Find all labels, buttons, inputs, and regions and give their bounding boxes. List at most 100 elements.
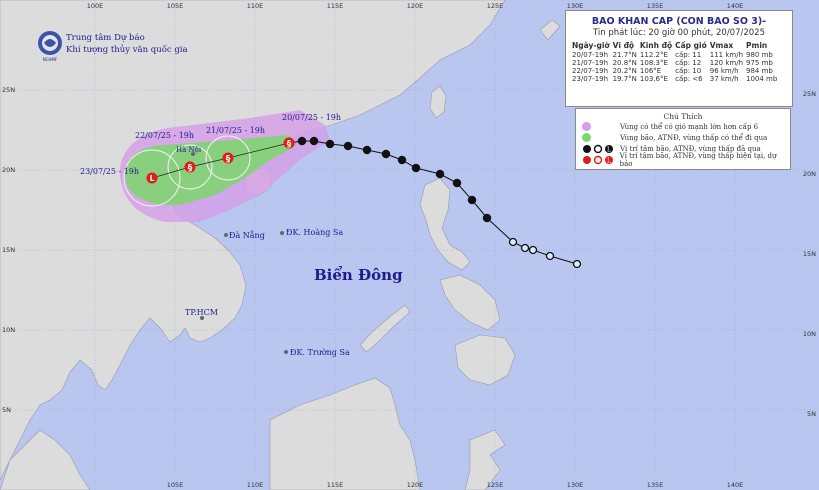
table-cell: 23/07-19h — [572, 75, 609, 83]
column-header: Ngày-giờ — [572, 41, 610, 50]
past-position-marker — [545, 251, 555, 261]
table-cell: 111 km/h — [709, 51, 744, 59]
past-symbols-icon: L — [583, 144, 613, 153]
past-position-marker — [343, 141, 353, 151]
axis-tick-label: 135E — [647, 481, 664, 489]
table-cell: 106°E — [639, 67, 662, 75]
hcm-marker — [200, 316, 204, 320]
logo-text: NCHMF — [43, 57, 58, 62]
table-cell: 20/07-19h — [572, 51, 609, 59]
forecast-label-2: 21/07/25 - 19h — [206, 126, 265, 135]
table-row: 21/07-19h 20.8°N 108.3°E cấp: 12 120 km/h 975… — [572, 59, 780, 67]
malay-peninsula — [0, 429, 91, 490]
taiwan-island — [429, 85, 447, 119]
sulawesi-island — [464, 429, 506, 490]
luzon-island — [419, 177, 471, 271]
table-cell: 21/07-19h — [572, 59, 609, 67]
table-cell: 96 km/h — [709, 67, 739, 75]
axis-tick-label: 125E — [487, 2, 504, 10]
sea-name-label: Biển Đông — [314, 266, 403, 284]
svg-text:L: L — [607, 146, 611, 153]
column-header: Vĩ độ — [612, 41, 635, 50]
forecast-low-icon: L — [146, 172, 158, 184]
column-header: Cấp gió — [675, 41, 707, 50]
forecast-table-body: 20/07-19h 21.7°N 112.2°E cấp: 11 111 km/h 980… — [572, 51, 780, 83]
axis-tick-label: 110E — [247, 481, 264, 489]
org-line-2: Khí tượng thủy văn quốc gia — [66, 44, 188, 55]
legend-title: Chú Thích — [663, 112, 703, 121]
hoangsa-marker — [280, 231, 284, 235]
table-cell: 112.2°E — [639, 51, 668, 59]
forecast-label-3: 22/07/25 - 19h — [135, 131, 194, 140]
past-position-marker — [467, 195, 477, 205]
table-cell: 37 km/h — [709, 75, 739, 83]
storm-zone-swatch — [582, 133, 591, 142]
forecast-table-header: Ngày-giờ Vĩ độ Kinh độ Cấp gió Vmax Pmin — [572, 41, 780, 51]
axis-tick-label: 100E — [87, 2, 104, 10]
past-position-marker — [411, 163, 421, 173]
past-position-marker — [572, 259, 582, 269]
lat-axis-right: 25N 20N 15N 10N 5N — [803, 90, 816, 418]
nchmf-logo: NCHMF — [38, 31, 62, 62]
table-cell: 21.7°N — [612, 51, 637, 59]
axis-tick-label: 135E — [647, 2, 664, 10]
forecast-label-1: 20/07/25 - 19h — [282, 113, 341, 122]
past-position-marker — [435, 169, 445, 179]
current-storm-icon: § — [283, 137, 295, 150]
axis-tick-label: 120E — [407, 2, 424, 10]
table-cell: 108.3°E — [639, 59, 668, 67]
table-cell: 22/07-19h — [572, 67, 609, 75]
axis-tick-label: 140E — [727, 481, 744, 489]
org-line-1: Trung tâm Dự báo — [66, 32, 145, 43]
axis-tick-label: 125E — [487, 481, 504, 489]
table-cell: cấp: 11 — [675, 51, 702, 59]
past-position-marker — [520, 243, 530, 253]
column-header: Kinh độ — [639, 41, 673, 50]
forecast-storm-icon-2: § — [184, 161, 196, 174]
axis-tick-label: 10N — [803, 330, 816, 338]
visayas-islands — [439, 274, 501, 331]
axis-tick-label: 105E — [167, 2, 184, 10]
axis-tick-label: 20N — [803, 170, 816, 178]
storm-info-box: BAO KHAN CAP (CON BAO SO 3)- Tin phát lú… — [565, 10, 793, 107]
legend-text-past: Vị trí tâm bão, ATNĐ, vùng thấp đã qua — [620, 144, 761, 153]
axis-tick-label: 15N — [2, 246, 15, 254]
storm-passage-zone — [125, 135, 296, 205]
bulletin-issued: Tin phát lúc: 20 giờ 00 phút, 20/07/2025 — [593, 28, 765, 38]
table-row: 22/07-19h 20.2°N 106°E cấp: 10 96 km/h 984 mb — [572, 67, 780, 75]
legend-item-forecast: L Vị trí tâm bão, ATNĐ, vùng thấp hiện t… — [576, 152, 790, 168]
past-position-marker — [297, 136, 307, 146]
lat-axis-left: 25N 20N 15N 10N 5N — [2, 86, 15, 414]
legend-text-storm-zone: Vùng bão, ATNĐ, vùng thấp có thể đi qua — [620, 133, 768, 142]
ryukyu-islands — [539, 19, 561, 41]
forecast-label-4: 23/07/25 - 19h — [80, 167, 139, 176]
axis-tick-label: 105E — [167, 481, 184, 489]
legend-item-past: L Vị trí tâm bão, ATNĐ, vùng thấp đã qua — [576, 143, 790, 154]
table-cell: 975 mb — [746, 59, 773, 67]
axis-tick-label: 115E — [327, 481, 344, 489]
axis-tick-label: 140E — [727, 2, 744, 10]
danang-label: Đà Nẵng — [229, 231, 265, 240]
truongsa-label: ĐK. Trường Sa — [290, 348, 350, 357]
hanoi-marker — [191, 152, 195, 156]
table-cell: cấp: <6 — [675, 75, 703, 83]
mindanao-island — [454, 334, 516, 386]
axis-tick-label: 5N — [807, 410, 816, 418]
past-position-marker — [381, 149, 391, 159]
past-positions — [297, 136, 582, 269]
palawan-island — [359, 304, 411, 353]
table-cell: 980 mb — [746, 51, 773, 59]
hoangsa-label: ĐK. Hoàng Sa — [286, 228, 343, 237]
past-position-marker — [452, 178, 462, 188]
table-cell: cấp: 10 — [675, 67, 702, 75]
mainland-asia — [0, 0, 506, 481]
table-cell: 19.7°N — [612, 75, 637, 83]
past-position-marker — [508, 237, 518, 247]
column-header: Pmin — [746, 41, 768, 50]
table-row: 23/07-19h 19.7°N 103.6°E cấp: <6 37 km/h 1004… — [572, 75, 780, 83]
table-cell: 20.2°N — [612, 67, 637, 75]
past-position-marker — [482, 213, 492, 223]
lon-axis-bottom: 105E 110E 115E 120E 125E 130E 135E 140E — [167, 481, 744, 489]
bulletin-title: BAO KHAN CAP (CON BAO SO 3)- — [591, 16, 767, 27]
